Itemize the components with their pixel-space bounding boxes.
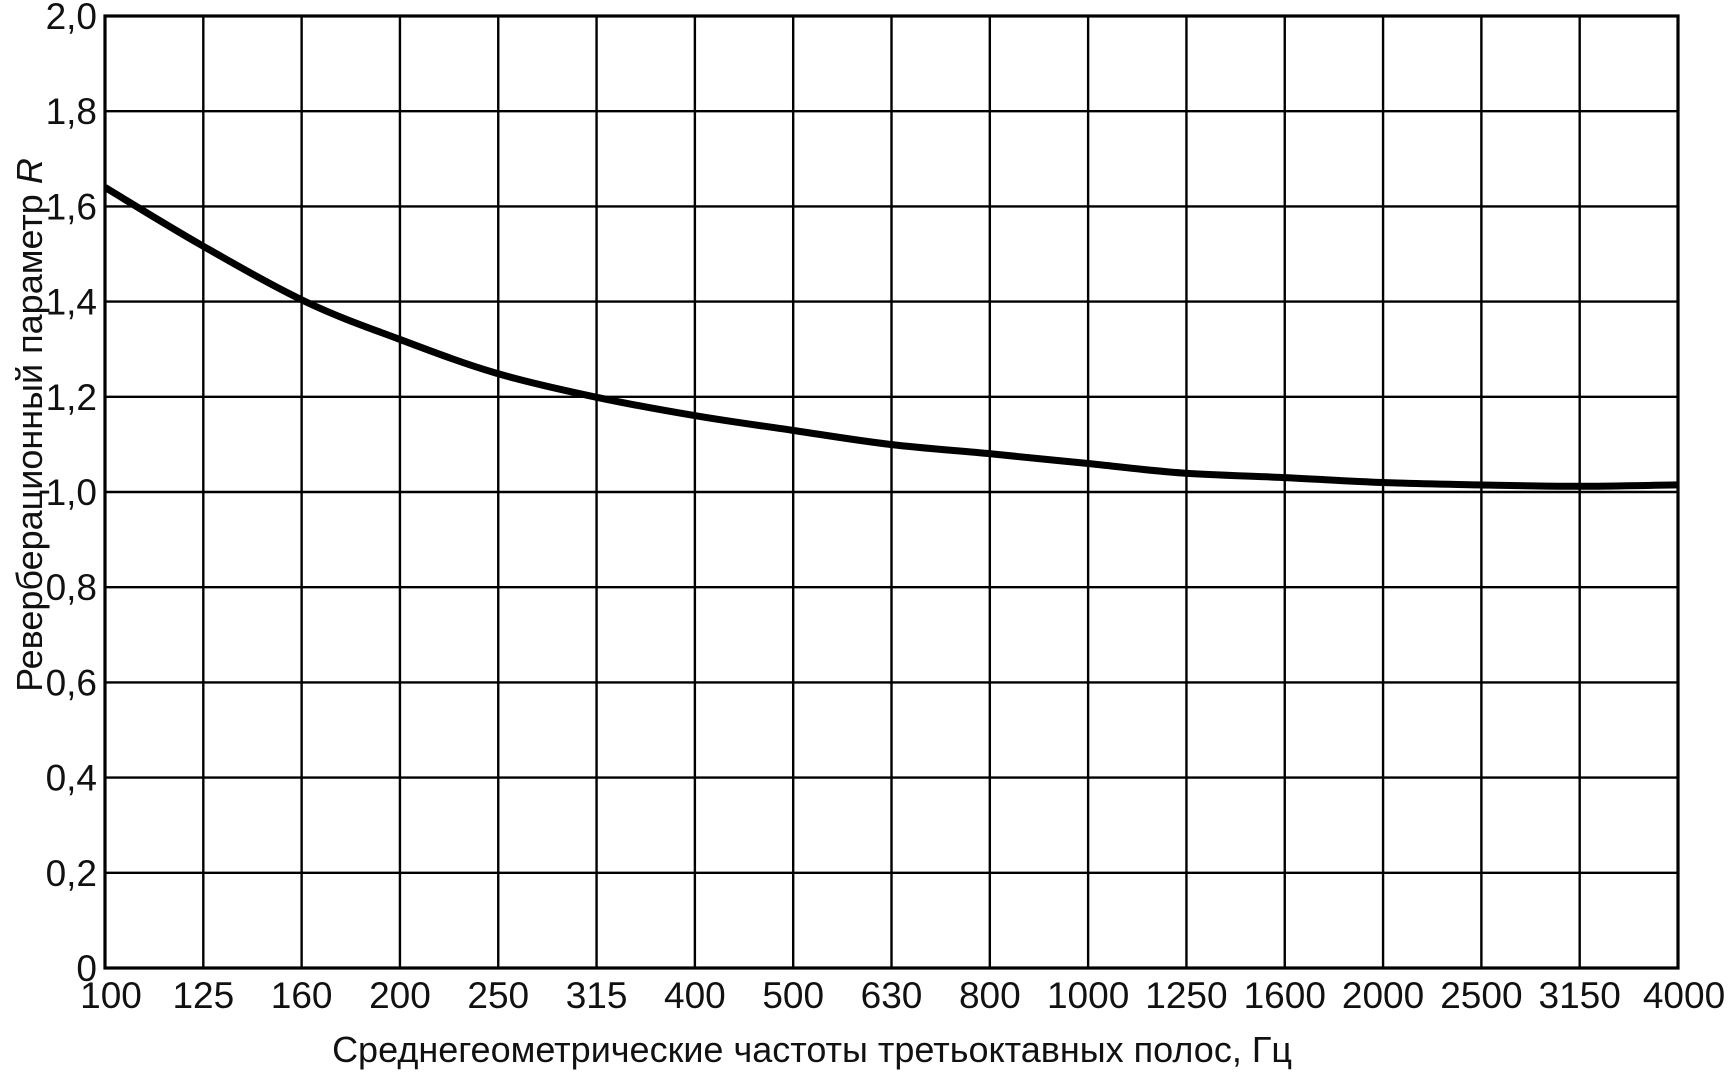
y-tick-label: 0,4 [46,758,97,799]
x-tick-label: 3150 [1539,975,1621,1016]
y-tick-label: 2,0 [46,0,97,37]
x-tick-label: 1250 [1145,975,1227,1016]
x-tick-label: 2500 [1440,975,1522,1016]
x-tick-label: 800 [959,975,1021,1016]
y-tick-label: 0,8 [46,567,97,608]
y-tick-label: 1,4 [46,282,97,323]
y-tick-label: 1,2 [46,377,97,418]
x-tick-label: 100 [80,975,142,1016]
x-tick-label: 315 [566,975,628,1016]
x-tick-label: 4000 [1643,975,1725,1016]
x-axis-label: Среднегеометрические частоты третьоктавн… [332,1029,1292,1070]
x-tick-label: 160 [271,975,333,1016]
x-tick-label: 1600 [1244,975,1326,1016]
series-layer [103,184,1679,490]
y-axis-label-symbol: R [9,158,50,184]
y-tick-label: 0 [76,948,97,989]
x-tick-label: 400 [664,975,726,1016]
y-tick-label: 0,6 [46,662,97,703]
y-tick-label: 0,2 [46,853,97,894]
x-tick-label: 2000 [1342,975,1424,1016]
x-tick-label: 125 [172,975,234,1016]
y-tick-label: 1,0 [46,472,97,513]
x-tick-label: 630 [861,975,923,1016]
x-tick-label: 1000 [1047,975,1129,1016]
y-tick-labels: 0 0,2 0,4 0,6 0,8 1,0 1,2 1,4 1,6 1,8 2,0 [46,0,97,989]
x-tick-label: 500 [762,975,824,1016]
x-tick-labels: 100 125 160 200 250 315 400 500 630 800 1000 1250 16… [80,975,1725,1016]
y-tick-label: 1,8 [46,91,97,132]
y-tick-label: 1,6 [46,186,97,227]
x-tick-label: 250 [467,975,529,1016]
plot-frame [103,14,1680,970]
grid [105,16,1678,968]
x-tick-label: 200 [369,975,431,1016]
y-axis-label-text: Реверберационный параметр [9,194,50,692]
plot-border [103,14,1680,970]
y-axis-label: Реверберационный параметр R [9,158,50,692]
series-line [103,184,1679,490]
